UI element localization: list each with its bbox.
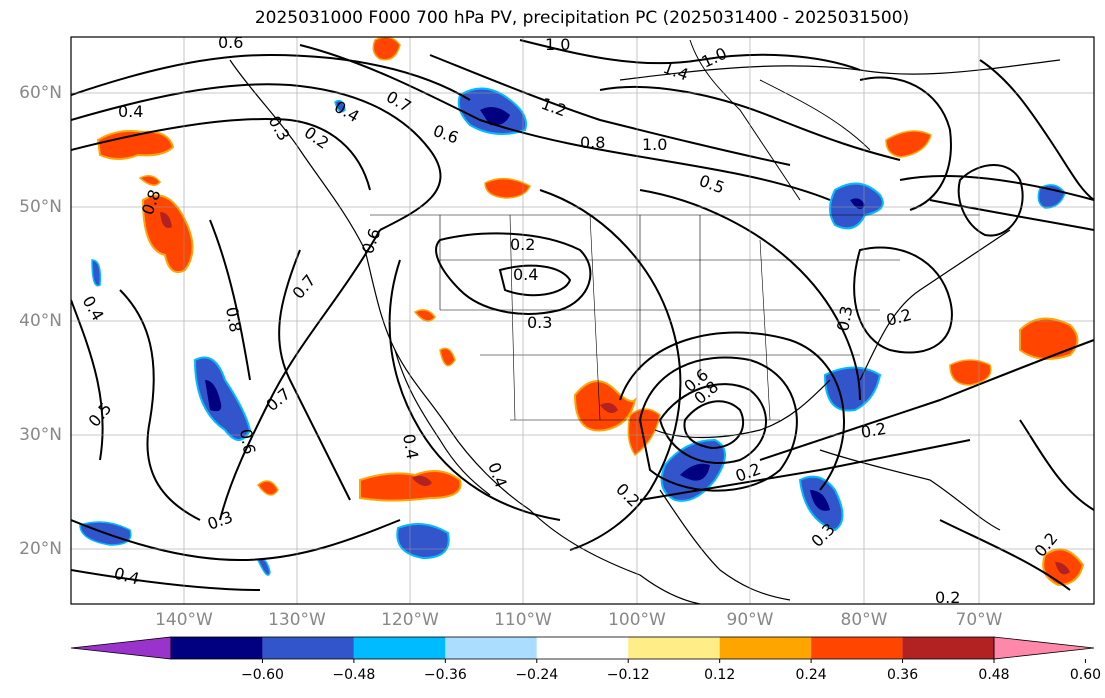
colorbar-frame (170, 636, 995, 660)
colorbar-tick-label: −0.12 (606, 667, 650, 683)
lat-label: 40°N (19, 311, 62, 331)
contour-label: 0.2 (935, 588, 960, 607)
colorbar-segment (628, 637, 720, 659)
colorbar-segment (445, 637, 537, 659)
colorbar-tick-label: −0.36 (423, 667, 467, 683)
contour-label: 0.2 (859, 419, 887, 442)
contours-thin (689, 39, 871, 201)
lat-label: 60°N (19, 83, 62, 103)
lon-label: 110°W (494, 610, 552, 630)
precip-shading (79, 37, 1085, 587)
colorbar-segment (536, 637, 629, 659)
colorbar-extend-high (993, 636, 1095, 660)
lon-label: 80°W (840, 610, 888, 630)
graticule (71, 37, 1094, 604)
colorbar-segment (353, 637, 446, 659)
lon-label: 70°W (955, 610, 1003, 630)
contour-label: 0.4 (399, 432, 422, 460)
colorbar (70, 636, 1095, 663)
colorbar-extend-low (70, 636, 172, 660)
page-title: 2025031000 F000 700 hPa PV, precipitatio… (254, 8, 910, 28)
contour-label: 0.3 (833, 304, 856, 332)
contour-label: 0.3 (527, 313, 552, 332)
contour-label: 1.0 (545, 35, 570, 54)
lon-label: 100°W (608, 610, 666, 630)
lat-label: 20°N (19, 539, 62, 559)
precip-cores (160, 106, 1070, 575)
colorbar-tick-label: −0.48 (332, 667, 376, 683)
colorbar-segment (902, 637, 994, 659)
colorbar-tick-label: −0.24 (515, 667, 559, 683)
lon-label: 120°W (381, 610, 439, 630)
colorbar-segment (171, 637, 263, 659)
colorbar-segment (811, 637, 903, 659)
lon-label: 90°W (726, 610, 774, 630)
colorbar-segment (262, 637, 354, 659)
lat-label: 50°N (19, 197, 62, 217)
coastlines (229, 59, 1061, 604)
positive-precip-anomalies (96, 37, 1085, 587)
contour-label: 0.2 (510, 235, 535, 254)
colorbar-tick-label: −0.60 (240, 667, 284, 683)
colorbar-tick-label: 0.36 (886, 667, 919, 683)
colorbar-tick-label: 0.24 (795, 667, 827, 683)
plot-frame (70, 36, 1095, 605)
contour-label: 0.6 (218, 33, 243, 52)
lat-label: 30°N (19, 425, 62, 445)
contour-label: 0.4 (118, 102, 143, 121)
colorbar-tick-label: 0.60 (1069, 667, 1102, 683)
lon-label: 130°W (268, 610, 326, 630)
lon-label: 140°W (155, 610, 213, 630)
pv-contours (71, 39, 1094, 591)
contour-label: 0.8 (222, 305, 245, 333)
contour-label: 0.8 (580, 133, 605, 152)
contour-label: 1.0 (642, 135, 667, 154)
colorbar-segment (719, 637, 812, 659)
contour-label: 0.4 (513, 265, 538, 284)
contour-label: 0.6 (236, 427, 259, 455)
colorbar-tick-label: 0.12 (704, 667, 736, 683)
colorbar-tick-label: 0.48 (978, 667, 1010, 683)
